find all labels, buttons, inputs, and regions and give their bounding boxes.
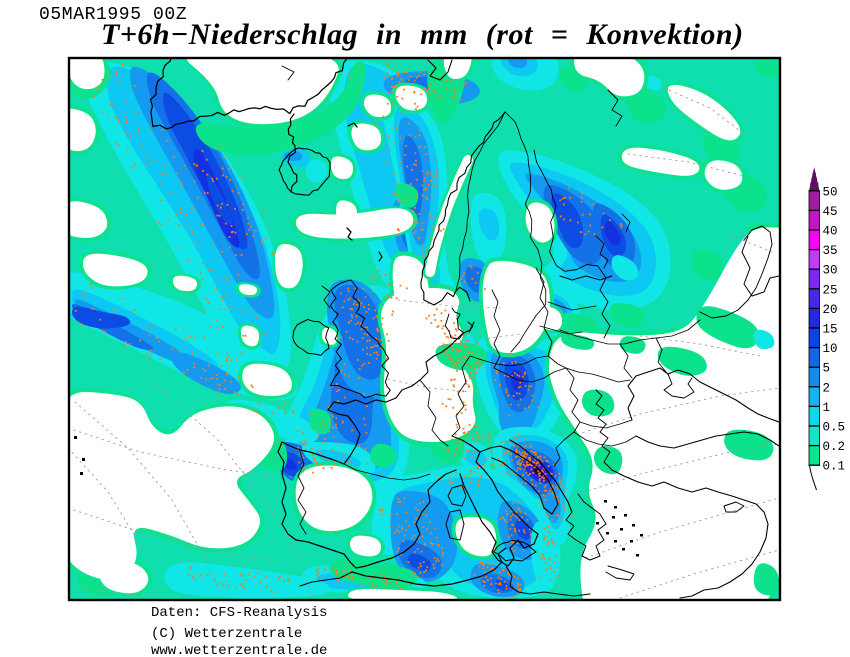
svg-text:25: 25 xyxy=(823,283,838,297)
svg-text:www.wetterzentrale.de: www.wetterzentrale.de xyxy=(151,643,327,657)
svg-text:05MAR1995 00Z: 05MAR1995 00Z xyxy=(39,5,187,25)
svg-text:15: 15 xyxy=(823,323,838,337)
svg-text:30: 30 xyxy=(823,264,838,278)
svg-text:(C) Wetterzentrale: (C) Wetterzentrale xyxy=(151,626,302,642)
svg-text:0.2: 0.2 xyxy=(823,440,846,454)
svg-text:2: 2 xyxy=(823,381,831,395)
svg-text:5: 5 xyxy=(823,362,831,376)
svg-text:10: 10 xyxy=(823,342,838,356)
svg-text:0.5: 0.5 xyxy=(823,421,846,435)
svg-text:50: 50 xyxy=(823,185,838,199)
svg-text:Daten: CFS-Reanalysis: Daten: CFS-Reanalysis xyxy=(151,605,327,621)
svg-text:40: 40 xyxy=(823,225,838,239)
svg-text:45: 45 xyxy=(823,205,838,219)
svg-text:20: 20 xyxy=(823,303,838,317)
svg-text:1: 1 xyxy=(823,401,831,415)
svg-text:35: 35 xyxy=(823,244,838,258)
svg-text:0.1: 0.1 xyxy=(823,460,846,474)
svg-text:T+6h−Niederschlag in mm (rot: T+6h−Niederschlag in mm (rot = Konvektio… xyxy=(101,18,744,51)
